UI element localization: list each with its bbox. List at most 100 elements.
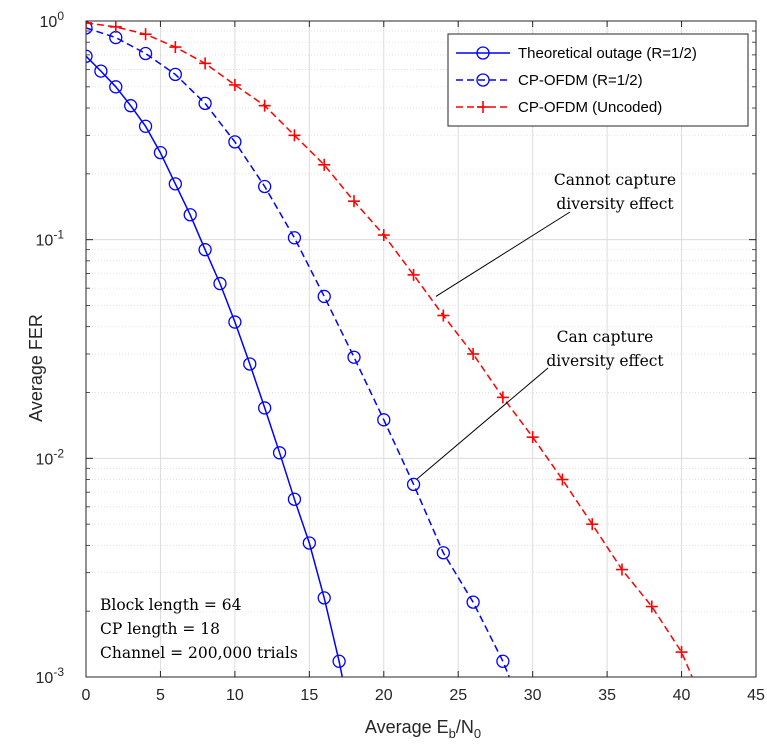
annotation-pointer xyxy=(416,367,549,480)
data-point xyxy=(228,78,241,91)
simulation-info: Block length = 64 CP length = 18 Channel =… xyxy=(100,596,298,662)
x-tick-label: 10 xyxy=(226,687,244,704)
data-point xyxy=(586,518,599,531)
data-point xyxy=(94,64,108,78)
legend-entry: Theoretical outage (R=1/2) xyxy=(456,45,697,62)
data-point xyxy=(228,135,242,149)
data-point xyxy=(198,96,212,111)
data-point xyxy=(476,73,490,87)
data-point xyxy=(124,99,138,113)
data-point xyxy=(109,21,122,33)
data-point xyxy=(318,158,331,171)
data-point xyxy=(258,99,271,112)
data-point xyxy=(675,646,688,659)
data-point xyxy=(348,195,360,208)
data-point xyxy=(288,129,301,142)
x-tick-label: 45 xyxy=(747,687,765,704)
legend-label: Theoretical outage (R=1/2) xyxy=(518,45,697,62)
legend-entry: CP-OFDM (R=1/2) xyxy=(456,72,643,89)
x-tick-label: 35 xyxy=(598,687,616,704)
data-point xyxy=(436,546,450,560)
y-tick-label: 10-2 xyxy=(36,446,65,468)
x-tick-label: 40 xyxy=(673,687,691,704)
data-point xyxy=(377,413,391,427)
data-point xyxy=(317,591,331,605)
data-point xyxy=(477,101,489,113)
data-point xyxy=(243,357,257,371)
data-point xyxy=(332,654,346,668)
x-tick-label: 25 xyxy=(449,687,467,704)
legend: Theoretical outage (R=1/2) CP-OFDM (R=1/2… xyxy=(447,33,749,127)
data-point xyxy=(556,473,569,486)
data-point xyxy=(183,208,197,222)
data-point xyxy=(168,67,182,82)
data-point xyxy=(86,21,92,29)
legend-entry: CP-OFDM (Uncoded) xyxy=(456,99,662,116)
x-axis-ticks: 0 5 10 15 20 25 30 35 40 45 xyxy=(82,21,765,704)
data-point xyxy=(169,41,182,54)
data-point xyxy=(347,350,361,364)
data-point xyxy=(526,431,539,444)
legend-label: CP-OFDM (R=1/2) xyxy=(518,72,643,89)
data-point xyxy=(496,391,509,404)
plot-area-frame xyxy=(85,20,757,678)
data-point xyxy=(168,177,182,191)
data-point xyxy=(466,595,480,609)
data-point xyxy=(138,46,153,61)
data-point xyxy=(109,80,123,94)
legend-box xyxy=(447,33,749,127)
series-line xyxy=(86,55,344,677)
data-point xyxy=(302,536,316,550)
series-0 xyxy=(86,49,346,677)
data-point xyxy=(407,268,420,281)
data-point xyxy=(228,315,242,329)
y-tick-label: 10-1 xyxy=(36,228,65,250)
y-tick-label: 100 xyxy=(40,9,65,31)
data-point xyxy=(153,146,168,160)
x-axis-label: Average Eb/N0 xyxy=(365,717,481,741)
info-line: Channel = 200,000 trials xyxy=(100,644,298,662)
data-point xyxy=(496,654,510,668)
data-point xyxy=(86,49,93,63)
x-tick-label: 0 xyxy=(82,687,91,704)
data-point xyxy=(86,21,93,35)
info-line: CP length = 18 xyxy=(100,620,220,638)
data-point xyxy=(467,348,480,361)
annotation-text: diversity effect xyxy=(546,352,664,370)
data-point xyxy=(258,401,272,415)
data-point xyxy=(406,477,421,492)
data-point xyxy=(198,243,212,257)
data-point xyxy=(377,229,390,242)
data-point xyxy=(317,289,331,304)
data-point xyxy=(437,309,450,322)
annotation: Can capture diversity effect xyxy=(416,328,664,480)
data-point xyxy=(645,600,658,613)
y-tick-label: 10-3 xyxy=(36,665,65,687)
x-tick-label: 15 xyxy=(300,687,318,704)
data-point xyxy=(287,492,302,506)
series-1 xyxy=(86,21,511,677)
x-tick-label: 20 xyxy=(375,687,393,704)
data-point xyxy=(199,57,212,70)
series-line xyxy=(86,27,511,677)
annotation-text: Can capture xyxy=(557,328,654,346)
data-point xyxy=(138,119,153,133)
annotation-text: Cannot capture xyxy=(554,171,676,189)
legend-label: CP-OFDM (Uncoded) xyxy=(518,99,662,116)
data-point xyxy=(258,179,272,194)
info-line: Block length = 64 xyxy=(100,596,242,614)
data-point xyxy=(616,563,628,576)
series-2 xyxy=(86,21,693,677)
data-point xyxy=(287,231,302,245)
data-point xyxy=(213,276,227,291)
annotation-pointer xyxy=(435,211,571,297)
data-point xyxy=(139,28,152,41)
y-axis-ticks: 100 10-1 10-2 10-3 xyxy=(36,9,756,687)
y-axis-label: Average FER xyxy=(26,314,46,422)
x-tick-label: 30 xyxy=(524,687,542,704)
x-tick-label: 5 xyxy=(156,687,165,704)
series-line xyxy=(86,22,693,677)
annotation-text: diversity effect xyxy=(556,195,674,213)
